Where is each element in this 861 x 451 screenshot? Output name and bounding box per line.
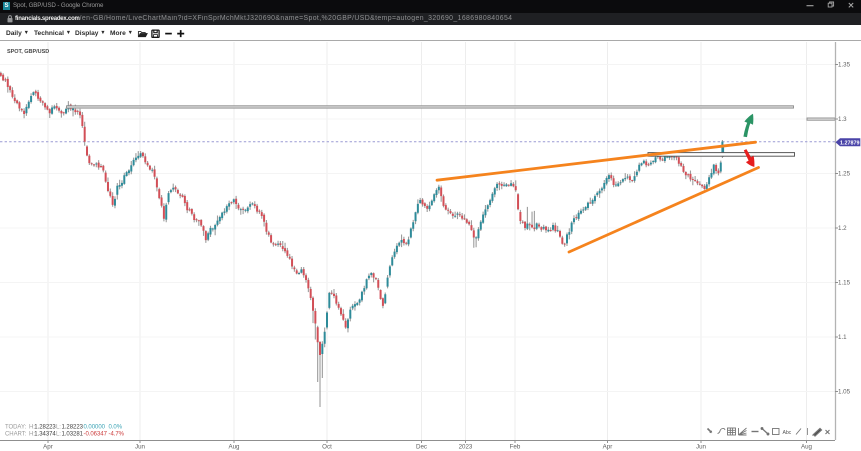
svg-text:1.28223: 1.28223 <box>34 425 56 431</box>
svg-text:H:: H: <box>29 432 35 438</box>
svg-text:Aug: Aug <box>801 444 813 451</box>
svg-text:1.28223: 1.28223 <box>62 425 84 431</box>
svg-text:Oct: Oct <box>322 444 332 451</box>
svg-text:Apr: Apr <box>43 444 53 451</box>
svg-text:Dec: Dec <box>416 444 427 451</box>
svg-text:1.05: 1.05 <box>838 389 851 396</box>
svg-text:TODAY:: TODAY: <box>5 425 27 431</box>
svg-text:H:: H: <box>29 425 35 431</box>
svg-text:2023: 2023 <box>459 444 473 451</box>
svg-text:0.00000: 0.00000 <box>84 425 106 431</box>
svg-text:-4.7%: -4.7% <box>109 432 125 438</box>
svg-text:1.35: 1.35 <box>838 62 851 69</box>
svg-text:L:: L: <box>56 432 61 438</box>
svg-text:0.0%: 0.0% <box>109 425 123 431</box>
svg-text:1.25: 1.25 <box>838 171 851 178</box>
svg-text:1.34374: 1.34374 <box>34 432 56 438</box>
svg-text:Feb: Feb <box>510 444 521 451</box>
svg-text:1.1: 1.1 <box>838 334 847 341</box>
svg-text:Jun: Jun <box>135 444 146 451</box>
svg-text:L:: L: <box>56 425 61 431</box>
svg-text:1.3: 1.3 <box>838 116 847 123</box>
svg-text:-0.06347: -0.06347 <box>84 432 108 438</box>
svg-text:1.15: 1.15 <box>838 280 851 287</box>
svg-text:Abc: Abc <box>783 430 792 436</box>
svg-text:SPOT, GBP/USD: SPOT, GBP/USD <box>7 49 49 55</box>
svg-text:Apr: Apr <box>603 444 613 451</box>
svg-text:1.27879: 1.27879 <box>840 140 860 146</box>
svg-text:Aug: Aug <box>228 444 240 451</box>
svg-text:1.03281: 1.03281 <box>62 432 84 438</box>
svg-text:1.2: 1.2 <box>838 225 847 232</box>
svg-text:CHART:: CHART: <box>5 432 27 438</box>
svg-text:Jun: Jun <box>696 444 707 451</box>
